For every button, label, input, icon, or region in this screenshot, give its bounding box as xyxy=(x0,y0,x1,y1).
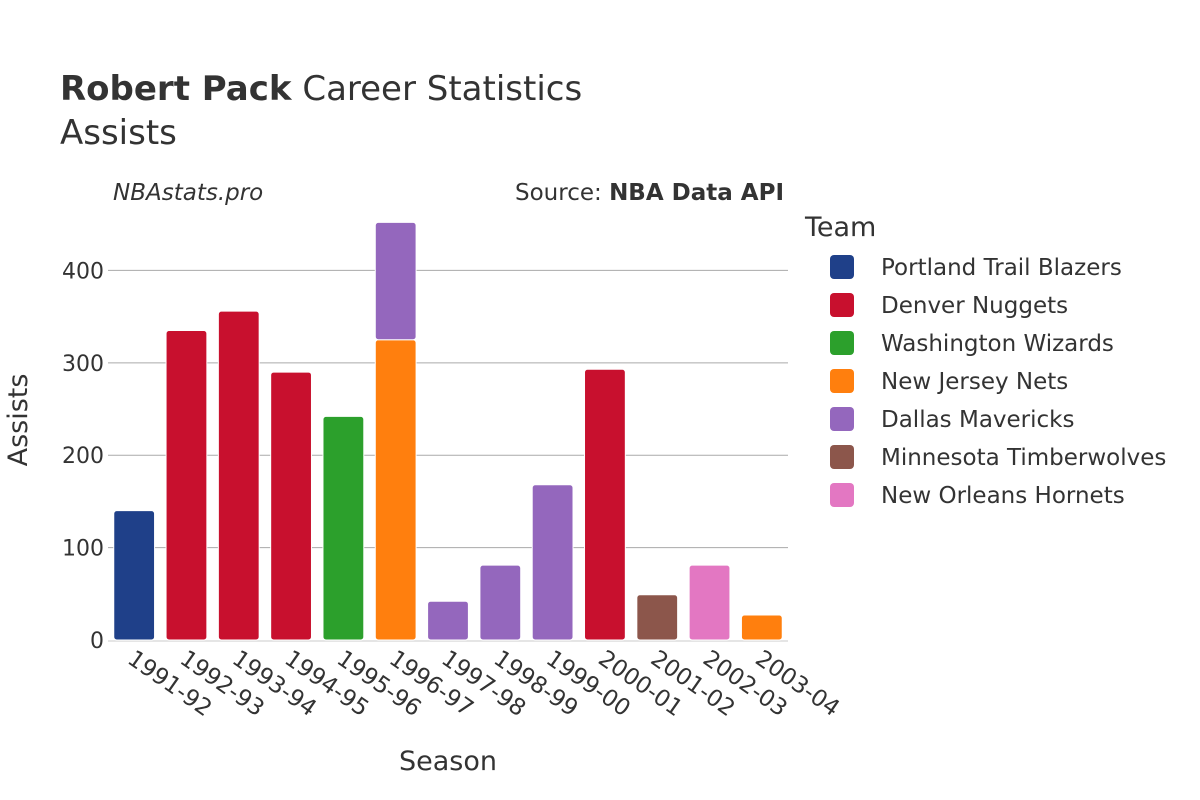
legend-swatch xyxy=(830,369,854,393)
legend-swatch xyxy=(830,483,854,507)
bar-segment xyxy=(374,339,417,641)
legend-swatch xyxy=(830,407,854,431)
source-prefix: Source: xyxy=(515,180,602,206)
legend-item-label: Portland Trail Blazers xyxy=(881,255,1122,281)
bar-segment xyxy=(479,564,522,641)
legend-item-label: Dallas Mavericks xyxy=(881,407,1074,433)
x-axis-title: Season xyxy=(399,746,497,777)
source-name: NBA Data API xyxy=(609,180,784,206)
legend-item-label: Washington Wizards xyxy=(881,331,1114,357)
bar-segment xyxy=(113,510,156,641)
bar-segment xyxy=(636,594,679,641)
x-axis-ticks: 1991-921992-931993-941994-951995-961996-… xyxy=(123,646,844,722)
legend-item-label: Minnesota Timberwolves xyxy=(881,445,1166,471)
y-tick-label: 300 xyxy=(62,352,104,377)
source-note: Source: NBA Data API xyxy=(515,180,784,206)
chart-title: Robert Pack Career Statistics xyxy=(60,69,582,109)
legend-item-label: New Orleans Hornets xyxy=(881,483,1125,509)
gridlines xyxy=(108,269,788,642)
bar-segment xyxy=(427,600,469,641)
y-tick-label: 400 xyxy=(62,259,104,284)
chart-subtitle: Assists xyxy=(60,113,177,153)
bar-segment xyxy=(217,310,260,641)
bars xyxy=(113,221,783,641)
bar-segment xyxy=(165,329,208,641)
y-tick-label: 100 xyxy=(62,537,104,562)
title-suffix: Career Statistics xyxy=(302,69,582,109)
bar-segment xyxy=(688,564,731,641)
y-axis-title: Assists xyxy=(3,374,34,467)
bar-segment xyxy=(584,368,626,641)
bar-segment xyxy=(322,415,365,641)
bar-segment xyxy=(740,614,783,641)
legend-item-label: New Jersey Nets xyxy=(881,369,1068,395)
legend-swatch xyxy=(830,445,854,469)
title-player: Robert Pack xyxy=(60,69,293,109)
legend-swatch xyxy=(830,255,854,279)
y-tick-label: 200 xyxy=(62,444,104,469)
watermark: NBAstats.pro xyxy=(113,180,263,206)
legend: Team Portland Trail Blazers Denver Nugget… xyxy=(804,212,1166,509)
bar-segment xyxy=(374,221,417,341)
bar-segment xyxy=(270,371,312,641)
legend-swatch xyxy=(830,331,854,355)
legend-swatch xyxy=(830,293,854,317)
y-tick-label: 0 xyxy=(90,629,104,654)
bar-segment xyxy=(531,484,574,641)
y-axis-ticks: 0 100 200 300 400 xyxy=(62,259,104,654)
legend-item-label: Denver Nuggets xyxy=(881,293,1068,319)
legend-title: Team xyxy=(804,212,876,243)
